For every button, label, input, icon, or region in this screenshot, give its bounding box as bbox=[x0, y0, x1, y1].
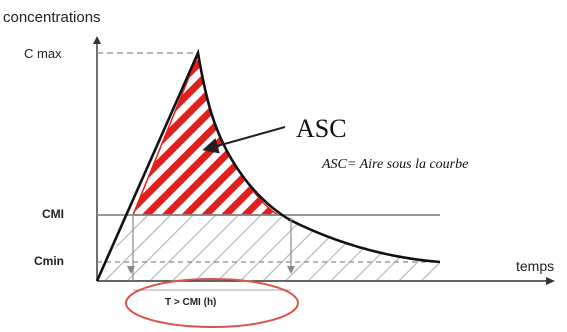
concentration-curve bbox=[95, 48, 441, 282]
cmin-label: Cmin bbox=[34, 254, 64, 268]
x-axis-label: temps bbox=[516, 258, 554, 274]
area-below-cmi bbox=[98, 215, 440, 280]
x-axis-arrow bbox=[546, 277, 555, 285]
y-axis-arrow bbox=[93, 36, 101, 44]
time-end-arrow bbox=[287, 266, 295, 274]
asc-label: ASC bbox=[296, 114, 347, 143]
y-axis-label: concentrations bbox=[3, 9, 101, 26]
asc-definition: ASC= Aire sous la courbe bbox=[321, 157, 468, 172]
asc-pointer-arrow bbox=[202, 126, 286, 154]
time-start-arrow bbox=[127, 266, 135, 274]
cmax-label: C max bbox=[24, 46, 62, 61]
cmi-label: CMI bbox=[42, 207, 64, 221]
time-above-cmi-ellipse bbox=[125, 278, 299, 328]
time-above-cmi-label: T > CMI (h) bbox=[165, 297, 216, 308]
